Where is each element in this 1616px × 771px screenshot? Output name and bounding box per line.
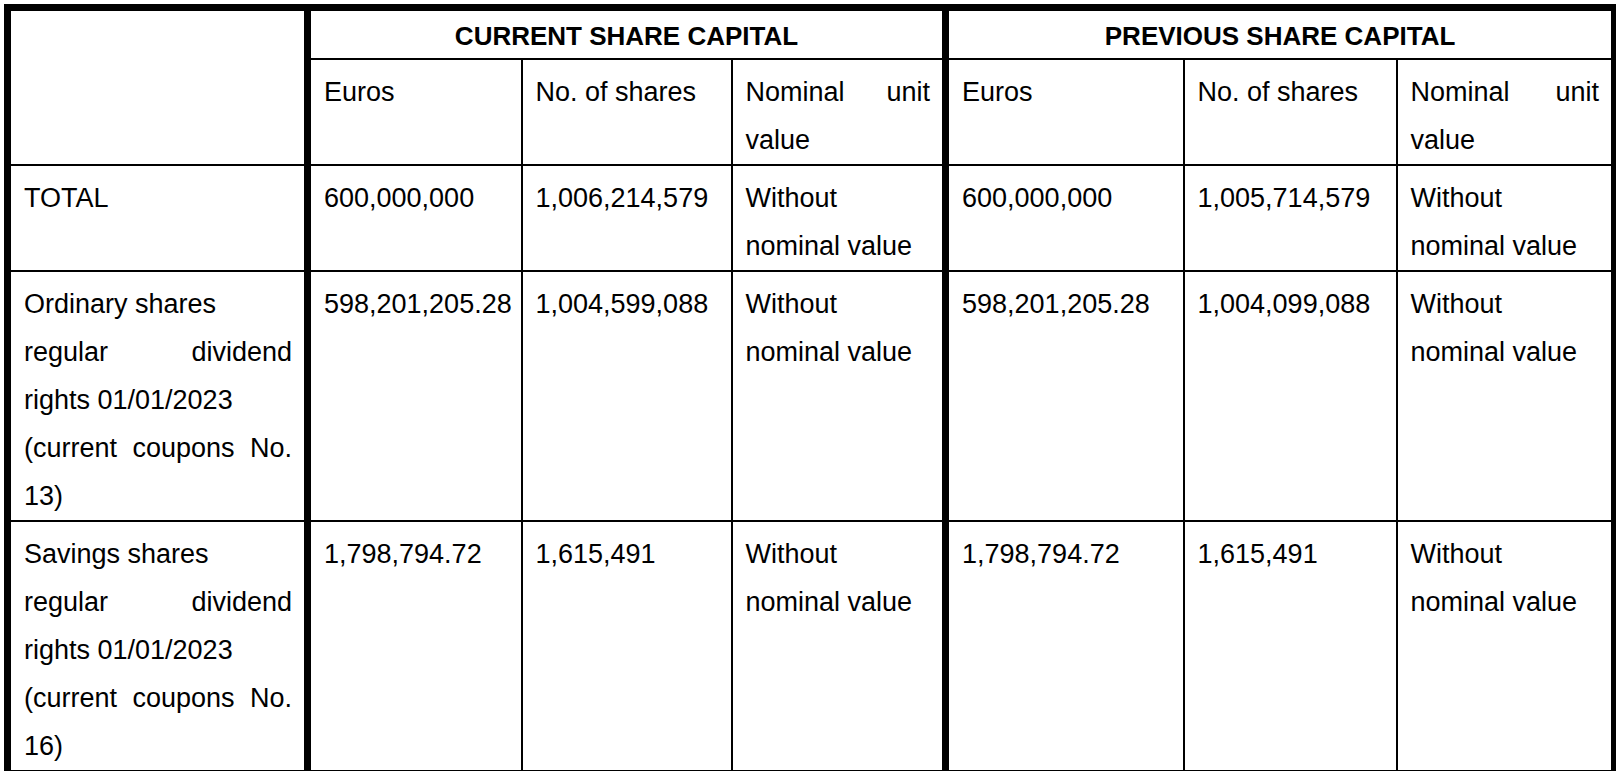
subheader-shares-previous: No. of shares: [1184, 59, 1397, 165]
cell-line: nominal value: [746, 578, 931, 626]
cell-line: Nominal unit: [1411, 68, 1600, 116]
nominal-previous-cell: Without nominal value: [1397, 271, 1615, 521]
table-row-savings-shares: Savings shares regular dividend rights 0…: [8, 521, 1615, 771]
cell-line: Without: [1411, 530, 1600, 578]
cell-line: (current coupons No.: [24, 674, 292, 722]
shares-previous-cell: 1,004,099,088: [1184, 271, 1397, 521]
share-capital-table: CURRENT SHARE CAPITAL PREVIOUS SHARE CAP…: [4, 4, 1616, 771]
subheader-euros-current: Euros: [308, 59, 522, 165]
group-header-row: CURRENT SHARE CAPITAL PREVIOUS SHARE CAP…: [8, 8, 1615, 59]
corner-blank-cell: [8, 8, 308, 165]
table-row-ordinary-shares: Ordinary shares regular dividend rights …: [8, 271, 1615, 521]
euros-previous-cell: 600,000,000: [946, 165, 1184, 271]
cell-line: nominal value: [1411, 222, 1600, 270]
row-label-cell: Savings shares regular dividend rights 0…: [8, 521, 308, 771]
euros-current-cell: 598,201,205.28: [308, 271, 522, 521]
cell-line: 16): [24, 722, 292, 770]
cell-line: value: [1411, 116, 1600, 164]
euros-previous-cell: 598,201,205.28: [946, 271, 1184, 521]
cell-line: Ordinary shares: [24, 280, 292, 328]
previous-share-capital-header: PREVIOUS SHARE CAPITAL: [946, 8, 1615, 59]
cell-line: Savings shares: [24, 530, 292, 578]
nominal-current-cell: Without nominal value: [732, 521, 946, 771]
cell-line: regular dividend: [24, 328, 292, 376]
shares-previous-cell: 1,615,491: [1184, 521, 1397, 771]
cell-line: nominal value: [746, 222, 931, 270]
shares-current-cell: 1,004,599,088: [522, 271, 732, 521]
cell-line: Without: [746, 280, 931, 328]
cell-line: 13): [24, 472, 292, 520]
nominal-current-cell: Without nominal value: [732, 271, 946, 521]
cell-line: nominal value: [1411, 328, 1600, 376]
euros-current-cell: 1,798,794.72: [308, 521, 522, 771]
shares-current-cell: 1,006,214,579: [522, 165, 732, 271]
cell-line: Without: [1411, 174, 1600, 222]
current-share-capital-header: CURRENT SHARE CAPITAL: [308, 8, 946, 59]
table-row-total: TOTAL 600,000,000 1,006,214,579 Without …: [8, 165, 1615, 271]
nominal-previous-cell: Without nominal value: [1397, 521, 1615, 771]
cell-line: nominal value: [1411, 578, 1600, 626]
subheader-nominal-current: Nominal unit value: [732, 59, 946, 165]
subheader-shares-current: No. of shares: [522, 59, 732, 165]
cell-line: rights 01/01/2023: [24, 626, 292, 674]
shares-previous-cell: 1,005,714,579: [1184, 165, 1397, 271]
euros-previous-cell: 1,798,794.72: [946, 521, 1184, 771]
cell-line: regular dividend: [24, 578, 292, 626]
cell-line: Without: [1411, 280, 1600, 328]
cell-line: value: [746, 116, 931, 164]
row-label-cell: TOTAL: [8, 165, 308, 271]
cell-line: Without: [746, 174, 931, 222]
shares-current-cell: 1,615,491: [522, 521, 732, 771]
euros-current-cell: 600,000,000: [308, 165, 522, 271]
cell-line: Without: [746, 530, 931, 578]
cell-line: TOTAL: [24, 174, 292, 222]
row-label-cell: Ordinary shares regular dividend rights …: [8, 271, 308, 521]
cell-line: (current coupons No.: [24, 424, 292, 472]
cell-line: rights 01/01/2023: [24, 376, 292, 424]
subheader-nominal-previous: Nominal unit value: [1397, 59, 1615, 165]
cell-line: Nominal unit: [746, 68, 931, 116]
nominal-current-cell: Without nominal value: [732, 165, 946, 271]
cell-line: nominal value: [746, 328, 931, 376]
nominal-previous-cell: Without nominal value: [1397, 165, 1615, 271]
subheader-euros-previous: Euros: [946, 59, 1184, 165]
